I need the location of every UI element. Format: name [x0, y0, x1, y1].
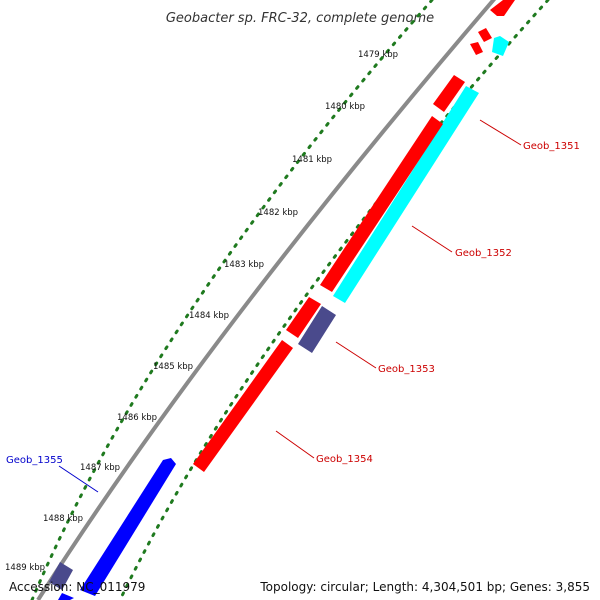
map-title: Geobacter sp. FRC-32, complete genome	[166, 11, 434, 26]
gene-feature[interactable]	[478, 28, 492, 42]
inner-tick-ring	[118, 0, 550, 600]
gene-feature[interactable]	[492, 36, 509, 56]
gene-geob-1352-cyan[interactable]	[333, 86, 479, 303]
accession-text: Accession: NC_011979	[9, 580, 146, 594]
kbp-label: 1488 kbp	[43, 514, 83, 524]
gene-label-geob-1353[interactable]: Geob_1353	[378, 364, 435, 375]
gene-geob-1354[interactable]	[193, 340, 293, 472]
kbp-label: 1489 kbp	[5, 563, 45, 573]
kbp-label: 1481 kbp	[292, 155, 332, 165]
kbp-label: 1487 kbp	[80, 463, 120, 473]
gene-labels: Geob_1351 Geob_1352 Geob_1353 Geob_1354 …	[6, 141, 580, 466]
genome-backbone	[36, 0, 497, 600]
kbp-label: 1484 kbp	[189, 311, 229, 321]
callout-line-blue	[58, 465, 99, 493]
gene-geob-1352[interactable]	[320, 116, 443, 292]
kbp-label: 1486 kbp	[117, 413, 157, 423]
outer-tick-ring	[30, 0, 434, 600]
genome-summary-text: Topology: circular; Length: 4,304,501 bp…	[260, 580, 590, 594]
gene-geob-1351[interactable]	[433, 75, 465, 112]
gene-feature[interactable]	[49, 562, 73, 590]
kbp-label: 1485 kbp	[153, 362, 193, 372]
kbp-label: 1483 kbp	[224, 260, 264, 270]
kbp-label: 1482 kbp	[258, 208, 298, 218]
callout-lines	[275, 119, 522, 459]
gene-feature[interactable]	[58, 593, 74, 600]
gene-feature[interactable]	[470, 42, 483, 55]
gene-label-geob-1354[interactable]: Geob_1354	[316, 454, 373, 465]
gene-label-geob-1355[interactable]: Geob_1355	[6, 455, 63, 466]
gene-geob-1353-navy[interactable]	[298, 306, 336, 353]
kbp-tick-labels: 1479 kbp 1480 kbp 1481 kbp 1482 kbp 1483…	[5, 50, 398, 573]
gene-feature[interactable]	[490, 0, 515, 16]
gene-label-geob-1352[interactable]: Geob_1352	[455, 248, 512, 259]
gene-geob-1355[interactable]	[80, 458, 176, 596]
gene-geob-1353[interactable]	[286, 297, 321, 338]
gene-label-geob-1351[interactable]: Geob_1351	[523, 141, 580, 152]
kbp-label: 1479 kbp	[358, 50, 398, 60]
kbp-label: 1480 kbp	[325, 102, 365, 112]
